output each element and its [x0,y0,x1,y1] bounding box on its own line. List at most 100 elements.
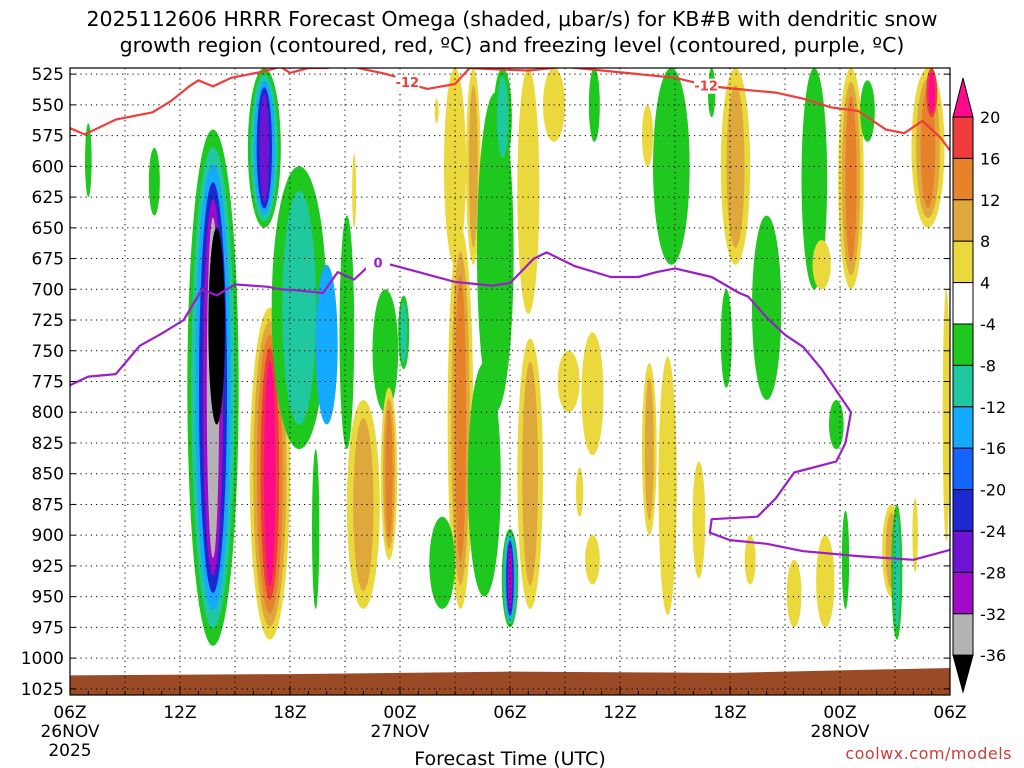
omega-cell-ab-level-1 [644,377,654,521]
y-tick-label-700: 700 [32,280,64,300]
y-tick-label-850: 850 [32,465,64,485]
omega-cell-l-level-2 [454,275,467,562]
colorbar-label-9: -20 [980,481,1006,500]
omega-cell-magenta-core-level-4 [264,361,276,587]
dgz-contour-line [70,68,950,152]
omega-cell-av-level-2 [920,87,936,208]
x-date-label-0: 26NOV [40,722,99,742]
omega-cell-r-level-0 [517,68,540,314]
colorbar-label-7: -12 [980,398,1006,417]
y-tick-label-800: 800 [32,403,64,423]
x-year-label-0: 2025 [48,741,91,761]
colorbar-box-9 [952,447,974,491]
omega-cell-aj-level-0 [744,535,756,585]
colorbar-box-2 [952,157,974,201]
colorbar-label-10: -24 [980,522,1006,541]
omega-cell-aq-level-2 [845,95,857,262]
y-tick-label-600: 600 [32,157,64,177]
omega-cell-m-level-0 [429,516,455,609]
freezing-level-contour-line [70,251,950,561]
omega-cell-i-level-1 [400,301,408,363]
grid-lines [70,68,950,695]
x-tick-label-30: 12Z [603,703,636,723]
x-tick-label-36: 18Z [713,703,746,723]
omega-cell-s-level-1 [522,361,539,586]
colorbar-label-2: 12 [980,191,1000,210]
colorbar-box-12 [952,571,974,615]
omega-cell-au-level-0 [912,498,918,573]
colorbar-label-11: -28 [980,563,1006,582]
chart-title: 2025112606 HRRR Forecast Omega (shaded, … [0,6,1024,58]
x-date-label-42: 28NOV [810,722,869,742]
dgz-contour-label-bg [395,74,420,90]
dgz-contour-label-bg [694,78,719,94]
omega-cell-an-level-0 [816,535,835,628]
y-tick-label-975: 975 [32,618,64,638]
omega-cell-ax-level-0 [942,289,950,542]
omega-cell-ag-level-1 [726,85,745,248]
colorbar-label-3: 8 [980,232,990,251]
omega-cell-am-level-0 [812,240,831,290]
y-tick-label-875: 875 [32,495,64,515]
y-tick-label-825: 825 [32,434,64,454]
omega-cell-ak-level-0 [786,559,802,628]
y-tick-label-650: 650 [32,219,64,239]
omega-cell-ac-level-0 [653,68,690,265]
credit-text: coolwx.com/models [845,744,1012,763]
y-tick-label-725: 725 [32,311,64,331]
x-tick-label-0: 06Z [53,703,86,723]
omega-cell-y-level-0 [585,535,600,585]
colorbar-label-1: 16 [980,149,1000,168]
omega-cell-early-level-0 [85,123,92,198]
y-tick-label-625: 625 [32,188,64,208]
x-tick-label-12: 18Z [273,703,306,723]
omega-cell-ah-level-0 [720,289,732,388]
omega-cell-at-level-1 [893,516,901,628]
y-tick-label-900: 900 [32,526,64,546]
colorbar-box-13 [952,613,974,656]
omega-cell-a-level-0 [148,147,160,216]
colorbar-box-10 [952,489,974,532]
omega-cell-ad-level-0 [658,356,677,616]
omega-cell-v-level-0 [557,350,580,413]
colorbar-box-5 [952,282,974,325]
colorbar-label-5: -4 [980,315,996,334]
omega-cell-ao-level-0 [829,399,844,450]
colorbar-label-4: 4 [980,274,990,293]
colorbar-box-11 [952,530,974,573]
colorbar-label-8: -16 [980,439,1006,458]
omega-cell-e-level-0 [352,154,357,228]
y-tick-label-550: 550 [32,96,64,116]
omega-cell-p-level-1 [497,76,509,158]
y-tick-label-925: 925 [32,557,64,577]
omega-cell-g-level-0 [372,289,399,413]
omega-cell-aw-level-1 [928,72,936,113]
x-tick-label-42: 00Z [823,703,856,723]
contour-lines: -12 -12 0 [70,68,950,561]
x-tick-label-48: 06Z [933,703,966,723]
colorbar-box-8 [952,406,974,449]
x-tick-label-24: 06Z [493,703,526,723]
omega-cell-n-level-1 [468,85,478,248]
omega-cell-al-level-0 [801,68,828,290]
colorbar-box-3 [952,199,974,242]
y-tick-label-750: 750 [32,342,64,362]
omega-cell-c-level-0 [312,449,320,609]
colorbar-box-4 [952,240,974,284]
omega-cell-o-level-0 [477,92,514,413]
colorbar-label-6: -8 [980,356,996,375]
y-tick-label-675: 675 [32,250,64,270]
y-tick-label-525: 525 [32,65,64,85]
colorbar-label-12: -32 [980,605,1006,624]
colorbar-box-1 [952,116,974,159]
x-tick-label-18: 00Z [383,703,416,723]
y-tick-label-1000: 1000 [21,649,64,669]
chart-title-line1: 2025112606 HRRR Forecast Omega (shaded, … [86,7,938,31]
colorbar-min-arrow [952,654,974,694]
omega-cell-ap-level-0 [841,510,850,609]
omega-cell-j-level-0 [434,98,439,124]
y-tick-label-950: 950 [32,588,64,608]
omega-cell-upper-purple-level-4 [259,93,270,203]
y-tick-label-575: 575 [32,127,64,147]
